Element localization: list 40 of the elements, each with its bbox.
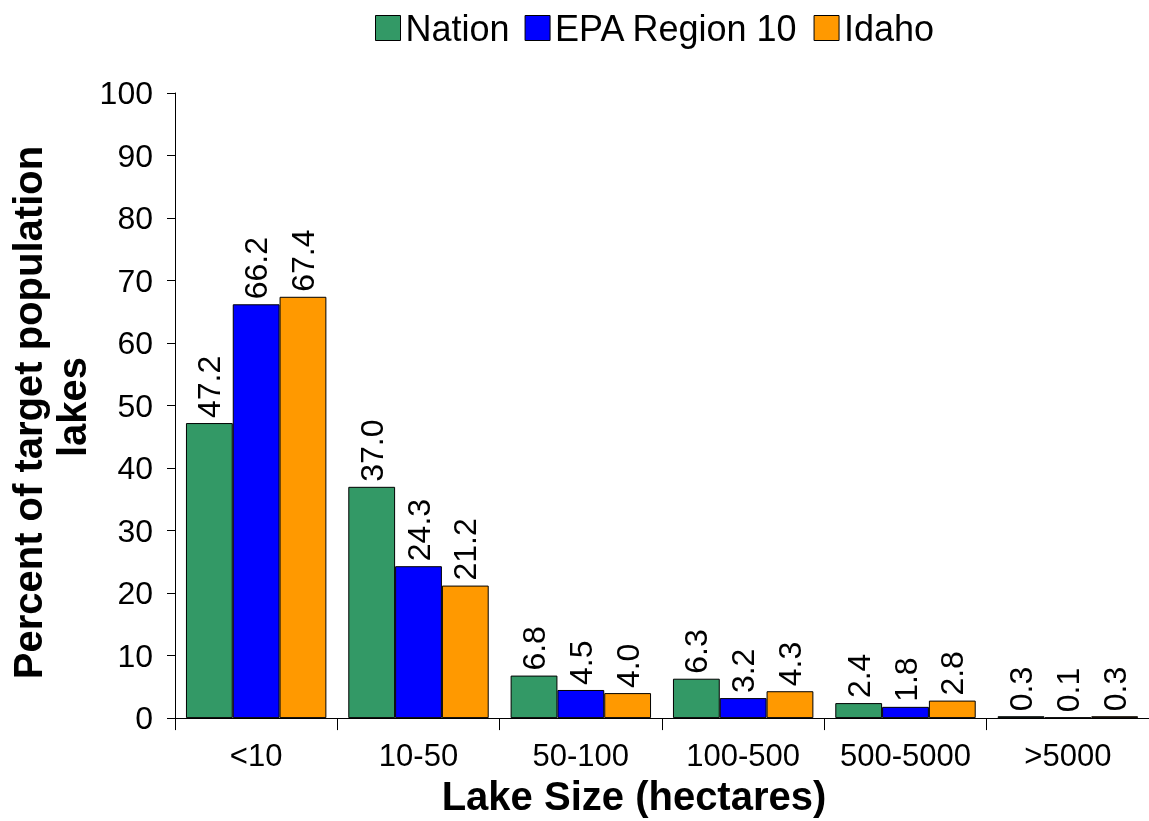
x-tick-label: <10 bbox=[229, 738, 283, 774]
y-tick-label: 100 bbox=[99, 75, 153, 111]
data-label: 67.4 bbox=[284, 229, 321, 292]
data-label: 4.3 bbox=[771, 641, 808, 687]
data-label: 1.8 bbox=[887, 657, 924, 702]
data-label: 37.0 bbox=[353, 419, 390, 482]
y-tick-label: 60 bbox=[117, 325, 153, 362]
data-label: 4.5 bbox=[562, 640, 599, 685]
data-label: 0.3 bbox=[1003, 666, 1040, 712]
legend-label: Idaho bbox=[844, 7, 935, 49]
data-label: 6.8 bbox=[516, 626, 553, 671]
data-label: 2.8 bbox=[934, 651, 971, 696]
x-tick-label: 100-500 bbox=[686, 738, 801, 774]
x-tick-label: 10-50 bbox=[378, 738, 459, 774]
legend-label: Nation bbox=[405, 7, 510, 49]
y-tick-label: 90 bbox=[117, 137, 153, 174]
data-label: 24.3 bbox=[400, 498, 437, 562]
y-tick-label: 10 bbox=[117, 637, 153, 674]
y-tick-label: 80 bbox=[117, 200, 153, 237]
data-label: 3.2 bbox=[725, 648, 762, 694]
data-label: 0.1 bbox=[1049, 667, 1086, 713]
y-tick-label: 40 bbox=[117, 450, 153, 487]
y-tick-label: 0 bbox=[135, 700, 153, 737]
legend-label: EPA Region 10 bbox=[555, 7, 797, 49]
y-axis-title: Percent of target population lakes bbox=[6, 134, 94, 680]
x-tick-label: 50-100 bbox=[532, 738, 630, 774]
y-tick-label: 50 bbox=[117, 387, 153, 424]
data-label: 2.4 bbox=[840, 653, 877, 699]
data-label: 6.3 bbox=[678, 629, 715, 674]
data-label: 47.2 bbox=[191, 355, 228, 419]
data-label: 0.3 bbox=[1096, 666, 1133, 712]
x-axis-title: Lake Size (hectares) bbox=[441, 774, 827, 818]
x-tick-label: 500-5000 bbox=[839, 738, 972, 774]
y-tick-label: 70 bbox=[117, 262, 153, 299]
data-label: 66.2 bbox=[238, 237, 275, 300]
data-label: 4.0 bbox=[609, 643, 646, 689]
x-tick-label: >5000 bbox=[1024, 738, 1112, 774]
y-tick-label: 30 bbox=[117, 512, 153, 549]
y-tick-label: 20 bbox=[117, 575, 153, 612]
data-label: 21.2 bbox=[447, 518, 484, 581]
